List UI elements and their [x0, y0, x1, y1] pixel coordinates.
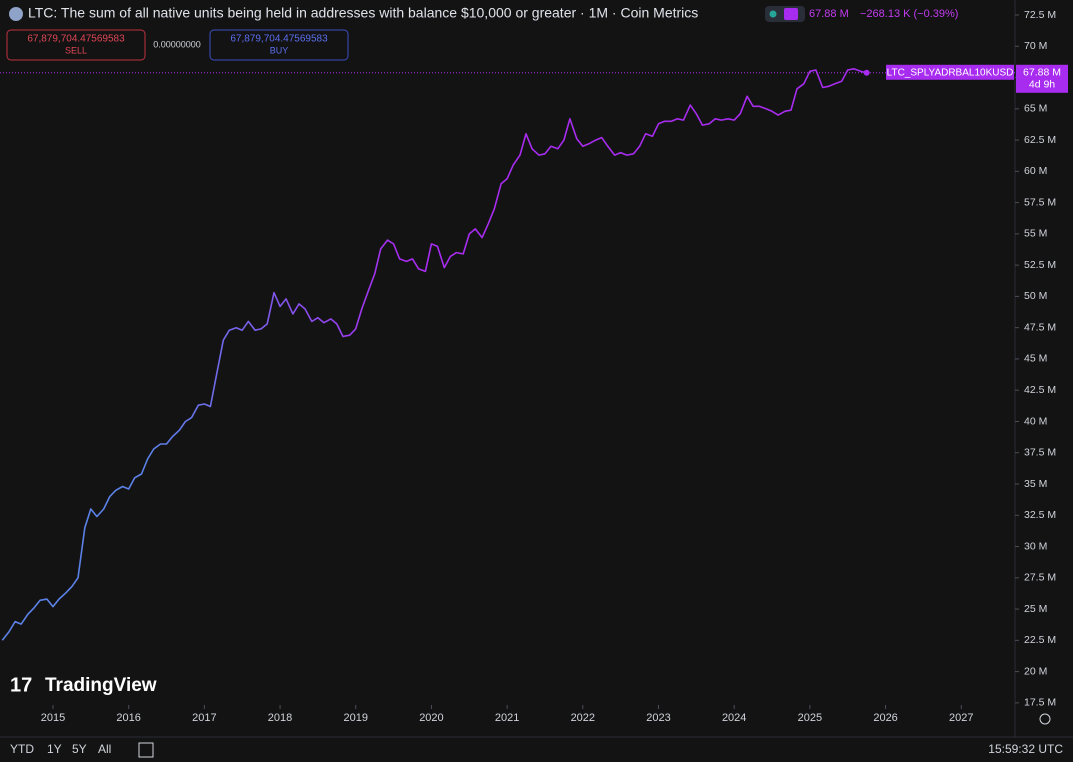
range-button[interactable]: 1Y: [47, 742, 62, 756]
x-tick-label: 2027: [949, 712, 973, 724]
x-tick-label: 2024: [722, 712, 746, 724]
x-tick-label: 2026: [873, 712, 897, 724]
x-tick-label: 2021: [495, 712, 519, 724]
range-button[interactable]: 5Y: [72, 742, 87, 756]
y-tick-label: 35 M: [1024, 478, 1047, 490]
sell-label[interactable]: SELL: [65, 45, 87, 55]
y-tick-label: 37.5 M: [1024, 447, 1056, 459]
y-tick-label: 40 M: [1024, 415, 1047, 427]
y-tick-label: 60 M: [1024, 165, 1047, 177]
chart-title: LTC: The sum of all native units being h…: [28, 5, 698, 21]
last-point: [863, 69, 870, 76]
x-tick-label: 2018: [268, 712, 292, 724]
price-tag-value: 67.88 M: [1023, 67, 1061, 79]
x-tick-label: 2015: [41, 712, 65, 724]
y-tick-label: 52.5 M: [1024, 259, 1056, 271]
y-tick-label: 72.5 M: [1024, 9, 1056, 21]
status-dot: [769, 10, 777, 18]
y-tick-label: 30 M: [1024, 540, 1047, 552]
x-tick-label: 2016: [116, 712, 140, 724]
x-tick-label: 2025: [798, 712, 822, 724]
spread: 0.00000000: [153, 39, 201, 49]
y-tick-label: 20 M: [1024, 665, 1047, 677]
range-button[interactable]: All: [98, 742, 111, 756]
y-tick-label: 25 M: [1024, 603, 1047, 615]
y-tick-label: 45 M: [1024, 353, 1047, 365]
countdown: 4d 9h: [1029, 79, 1055, 91]
x-tick-label: 2020: [419, 712, 443, 724]
series-name: LTC_SPLYADRBAL10KUSD: [887, 67, 1014, 78]
y-tick-label: 50 M: [1024, 290, 1047, 302]
x-tick-label: 2022: [571, 712, 595, 724]
y-tick-label: 47.5 M: [1024, 321, 1056, 333]
series-line: [1, 68, 867, 641]
x-tick-label: 2017: [192, 712, 216, 724]
header-change: −268.13 K (−0.39%): [860, 8, 958, 20]
header-last-value: 67.88 M: [809, 8, 849, 20]
buy-button[interactable]: [209, 29, 349, 61]
settings-icon[interactable]: [1039, 713, 1051, 725]
buy-label[interactable]: BUY: [270, 45, 289, 55]
y-tick-label: 57.5 M: [1024, 196, 1056, 208]
x-tick-label: 2023: [646, 712, 670, 724]
y-tick-label: 70 M: [1024, 40, 1047, 52]
range-button[interactable]: YTD: [10, 742, 34, 756]
clock: 15:59:32 UTC: [988, 742, 1063, 756]
sell-button[interactable]: [6, 29, 146, 61]
watermark: TradingView: [45, 675, 157, 696]
watermark-logo: 17: [10, 674, 32, 696]
y-tick-label: 32.5 M: [1024, 509, 1056, 521]
buy-price[interactable]: 67,879,704.47569583: [230, 34, 328, 45]
y-tick-label: 22.5 M: [1024, 634, 1056, 646]
y-tick-label: 27.5 M: [1024, 572, 1056, 584]
series-name-tag: [886, 64, 1014, 80]
sell-price[interactable]: 67,879,704.47569583: [27, 34, 125, 45]
series-icon: [784, 8, 798, 20]
y-tick-label: 17.5 M: [1024, 697, 1056, 709]
date-range-icon[interactable]: [138, 742, 154, 758]
x-tick-label: 2019: [343, 712, 367, 724]
y-tick-label: 62.5 M: [1024, 134, 1056, 146]
y-tick-label: 42.5 M: [1024, 384, 1056, 396]
coin-icon: [9, 7, 23, 21]
y-tick-label: 65 M: [1024, 103, 1047, 115]
price-tag: [1016, 64, 1068, 93]
y-tick-label: 55 M: [1024, 228, 1047, 240]
